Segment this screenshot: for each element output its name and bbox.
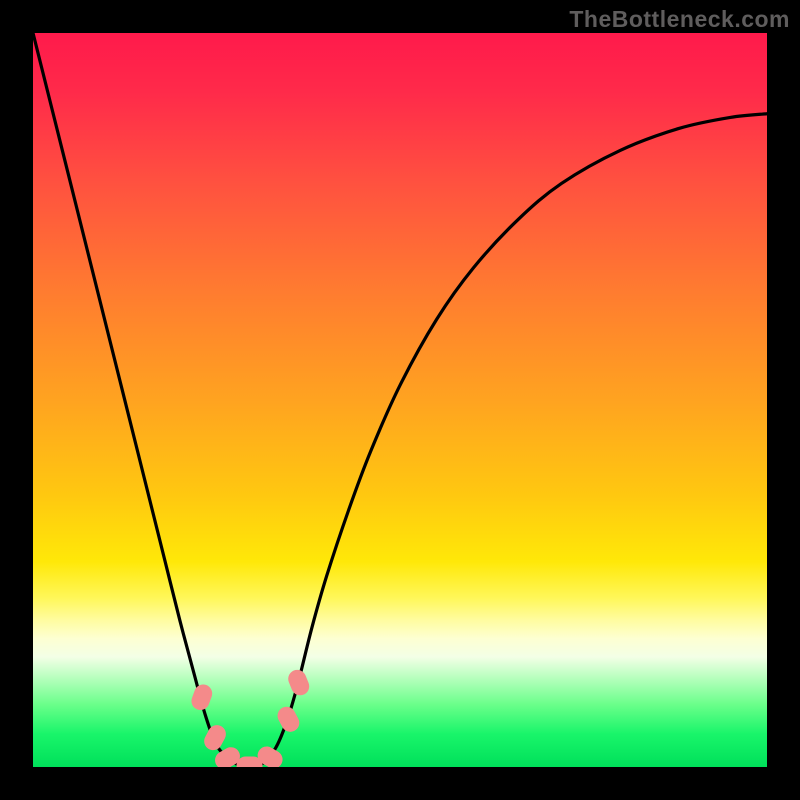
bottleneck-chart <box>33 33 767 767</box>
chart-background <box>33 33 767 767</box>
watermark-text: TheBottleneck.com <box>569 6 790 33</box>
chart-container: TheBottleneck.com <box>0 0 800 800</box>
